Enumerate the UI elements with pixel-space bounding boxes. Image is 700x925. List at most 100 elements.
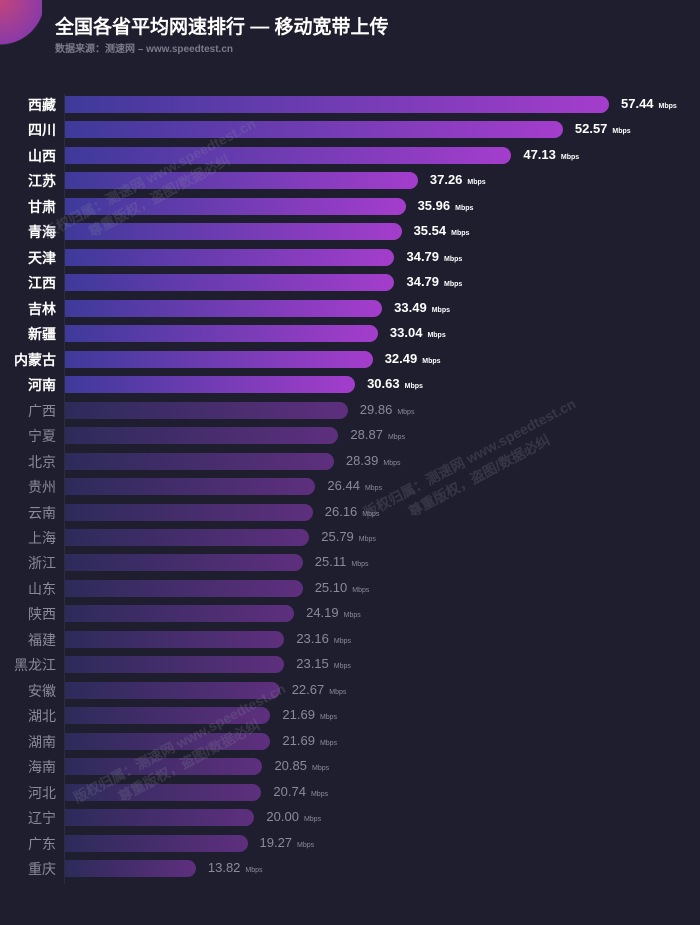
value-number: 20.00 xyxy=(266,809,299,825)
value-number: 28.87 xyxy=(350,427,383,443)
value-unit: Mbps xyxy=(333,637,351,645)
value-label: 52.57 Mbps xyxy=(575,121,631,136)
value-number: 29.86 xyxy=(359,401,393,417)
bar xyxy=(65,376,356,394)
value-label: 29.86 Mbps xyxy=(360,402,415,417)
value-unit: Mbps xyxy=(303,816,322,824)
category-label: 江苏 xyxy=(28,173,56,190)
value-unit: Mbps xyxy=(397,408,415,416)
value-number: 23.16 xyxy=(296,630,329,646)
category-label: 浙江 xyxy=(28,555,56,572)
chart-subtitle: 数据来源：测速网 – www.speedtest.cn xyxy=(55,44,233,55)
value-unit: Mbps xyxy=(364,485,383,493)
value-unit: Mbps xyxy=(329,688,347,696)
bar xyxy=(65,325,378,343)
value-unit: Mbps xyxy=(319,714,338,722)
category-label: 陕西 xyxy=(28,606,56,623)
category-label: 新疆 xyxy=(28,326,56,343)
bar xyxy=(65,223,402,241)
value-label: 20.85 Mbps xyxy=(274,758,329,773)
value-number: 22.67 xyxy=(291,681,325,697)
value-unit: Mbps xyxy=(451,230,470,238)
category-label: 安徽 xyxy=(28,682,56,699)
value-label: 22.67 Mbps xyxy=(292,682,347,697)
value-label: 30.63 Mbps xyxy=(367,376,423,391)
category-label: 青海 xyxy=(28,224,56,241)
value-label: 25.79 Mbps xyxy=(321,529,376,544)
category-label: 西藏 xyxy=(28,97,56,113)
value-number: 35.54 xyxy=(413,223,447,239)
value-number: 47.13 xyxy=(523,146,556,162)
value-number: 34.79 xyxy=(406,248,440,264)
value-number: 30.63 xyxy=(367,376,400,392)
value-number: 24.19 xyxy=(306,605,339,621)
value-label: 24.19 Mbps xyxy=(306,605,361,620)
value-label: 20.00 Mbps xyxy=(266,809,321,824)
value-unit: Mbps xyxy=(612,128,631,136)
value-unit: Mbps xyxy=(455,204,474,212)
value-unit: Mbps xyxy=(444,255,463,263)
category-label: 天津 xyxy=(28,249,56,266)
value-unit: Mbps xyxy=(343,612,361,620)
value-number: 34.79 xyxy=(406,274,440,290)
category-label: 甘肃 xyxy=(28,198,56,215)
bar xyxy=(65,350,373,368)
value-label: 57.44 Mbps xyxy=(621,96,677,111)
bar xyxy=(65,478,316,496)
category-label: 湖北 xyxy=(28,708,56,725)
bar xyxy=(65,299,383,317)
bar xyxy=(65,121,563,139)
value-number: 23.15 xyxy=(296,656,329,672)
bar xyxy=(65,401,348,419)
bar xyxy=(65,427,339,445)
value-label: 33.49 Mbps xyxy=(394,300,450,315)
value-number: 33.04 xyxy=(389,325,423,341)
value-label: 21.69 Mbps xyxy=(282,707,337,722)
bar xyxy=(65,707,271,725)
category-label: 吉林 xyxy=(28,300,56,317)
bar xyxy=(65,503,313,521)
value-label: 25.11 Mbps xyxy=(315,554,369,569)
value-number: 25.10 xyxy=(314,579,348,595)
bar xyxy=(65,579,303,597)
value-label: 23.15 Mbps xyxy=(296,656,351,671)
value-number: 57.44 xyxy=(621,96,654,111)
value-label: 25.10 Mbps xyxy=(315,580,370,595)
bar xyxy=(65,605,295,623)
value-unit: Mbps xyxy=(352,586,370,594)
bar xyxy=(65,554,303,572)
bar xyxy=(65,630,285,648)
category-label: 内蒙古 xyxy=(14,351,56,368)
bar xyxy=(65,681,280,699)
value-unit: Mbps xyxy=(319,739,338,747)
value-label: 33.04 Mbps xyxy=(390,325,446,340)
value-unit: Mbps xyxy=(297,841,315,849)
category-label: 云南 xyxy=(28,504,56,521)
value-number: 21.69 xyxy=(282,732,315,748)
value-unit: Mbps xyxy=(427,332,446,340)
value-label: 26.44 Mbps xyxy=(327,478,382,493)
category-label: 海南 xyxy=(28,759,56,776)
bar xyxy=(65,528,310,546)
value-unit: Mbps xyxy=(310,790,329,798)
value-label: 47.13 Mbps xyxy=(523,147,579,162)
value-unit: Mbps xyxy=(658,103,677,110)
value-label: 13.82 Mbps xyxy=(208,860,263,875)
value-unit: Mbps xyxy=(404,383,423,391)
value-number: 33.49 xyxy=(394,299,427,315)
value-label: 34.79 Mbps xyxy=(406,249,462,264)
value-label: 35.54 Mbps xyxy=(414,223,470,238)
value-unit: Mbps xyxy=(467,179,486,187)
bar xyxy=(65,783,262,801)
value-label: 26.16 Mbps xyxy=(325,504,380,519)
bar xyxy=(65,860,196,878)
value-number: 21.69 xyxy=(282,707,315,723)
category-label: 山西 xyxy=(28,147,56,164)
value-unit: Mbps xyxy=(422,357,441,365)
value-number: 25.11 xyxy=(314,554,347,570)
value-number: 32.49 xyxy=(384,350,418,366)
bar xyxy=(65,146,512,164)
value-number: 20.74 xyxy=(273,783,306,799)
bar xyxy=(65,732,271,750)
value-label: 37.26 Mbps xyxy=(430,172,486,187)
